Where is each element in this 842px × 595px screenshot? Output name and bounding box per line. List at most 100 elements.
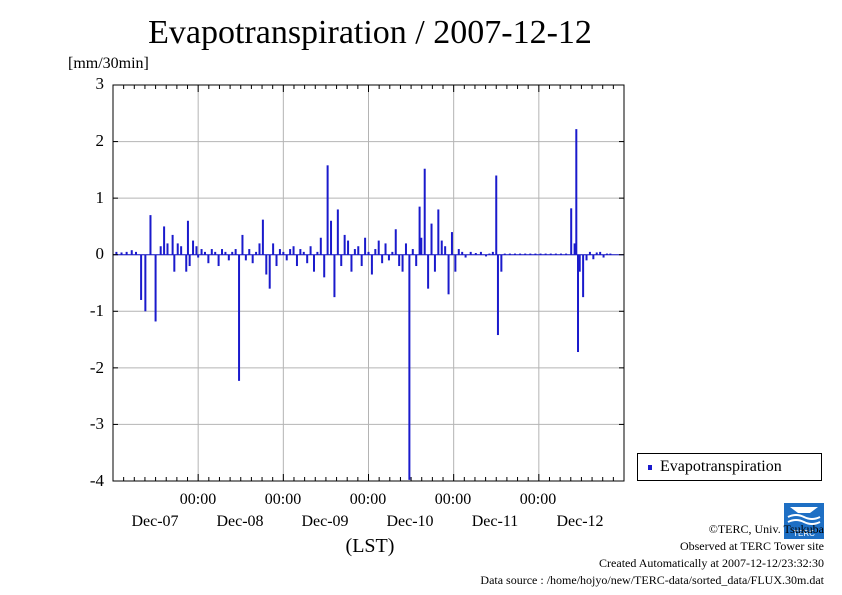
data-bar	[285, 254, 288, 261]
data-bar	[534, 253, 537, 255]
data-bar	[524, 253, 527, 255]
data-bar	[578, 254, 581, 272]
data-bar	[450, 232, 453, 255]
data-bar	[495, 175, 498, 255]
credit-line: Data source : /home/hojyo/new/TERC-data/…	[480, 573, 824, 587]
data-bar	[278, 249, 281, 255]
x-date-label: Dec-10	[386, 513, 434, 530]
data-bar	[544, 253, 547, 255]
data-bar	[134, 251, 137, 255]
data-bar	[418, 206, 421, 255]
data-bar	[384, 243, 387, 255]
x-date-label: Dec-08	[216, 513, 264, 530]
data-bar	[302, 251, 305, 255]
data-bar	[295, 254, 298, 267]
data-bar	[221, 249, 224, 255]
data-bar	[364, 237, 367, 255]
data-bar	[330, 220, 333, 255]
data-bar	[244, 254, 247, 261]
data-bar	[357, 246, 360, 255]
data-bar	[592, 254, 595, 260]
data-bar	[370, 254, 373, 275]
data-bar	[203, 251, 206, 255]
data-bar	[180, 246, 183, 255]
data-bar	[575, 129, 578, 255]
data-bar	[457, 249, 460, 255]
data-bar	[559, 253, 562, 255]
data-bar	[238, 254, 241, 381]
data-bar	[312, 254, 315, 272]
data-bar	[420, 237, 423, 255]
data-bar	[261, 219, 264, 255]
data-bar	[224, 251, 227, 255]
data-bar	[474, 253, 477, 255]
terc-logo: TERC	[784, 503, 824, 539]
data-bar	[588, 251, 591, 255]
data-bar	[573, 243, 576, 255]
data-bar	[272, 243, 275, 255]
data-bar	[360, 254, 363, 267]
data-bar	[437, 209, 440, 255]
data-bar	[154, 254, 157, 322]
data-bar	[500, 254, 503, 272]
data-bar	[149, 215, 152, 255]
data-bar	[185, 254, 188, 272]
data-bar	[323, 254, 326, 278]
data-bar	[609, 253, 612, 255]
data-bar	[602, 254, 605, 258]
x-time-label: 00:00	[349, 491, 387, 508]
data-bar	[582, 254, 585, 298]
data-bar	[130, 250, 133, 255]
data-bar	[444, 246, 447, 255]
legend: Evapotranspiration	[637, 453, 822, 481]
data-bar	[447, 254, 450, 295]
data-bar	[171, 234, 174, 255]
data-bar	[508, 253, 511, 255]
data-bar	[554, 253, 557, 255]
data-bar	[188, 254, 191, 267]
data-bar	[210, 249, 213, 255]
y-tick-label: 0	[95, 244, 105, 263]
data-bar	[549, 253, 552, 255]
data-bar	[231, 251, 234, 255]
x-date-label: Dec-09	[301, 513, 349, 530]
data-bar	[343, 234, 346, 255]
data-bar	[605, 253, 608, 255]
y-tick-label: 2	[95, 131, 105, 150]
data-bar	[333, 254, 336, 298]
data-bar	[570, 208, 573, 255]
data-bar	[251, 254, 254, 264]
data-bar	[519, 253, 522, 255]
data-bar	[207, 254, 210, 264]
data-bar	[166, 243, 169, 255]
data-bar	[306, 254, 309, 264]
x-time-label: 00:00	[434, 491, 472, 508]
data-bar	[217, 254, 220, 267]
data-bar	[503, 253, 506, 255]
data-bar	[433, 254, 436, 272]
data-bar	[398, 254, 401, 267]
data-bar	[469, 251, 472, 255]
data-bar	[454, 254, 457, 272]
data-bar	[577, 254, 580, 353]
data-bar	[381, 254, 384, 264]
credit-line: ©TERC, Univ. Tsukuba	[708, 522, 824, 536]
data-bar	[529, 253, 532, 255]
data-bar	[234, 249, 237, 255]
data-bar	[423, 168, 426, 255]
x-axis-label: (LST)	[345, 535, 395, 557]
data-bar	[125, 251, 128, 255]
data-bar	[197, 254, 200, 258]
x-time-label: 00:00	[264, 491, 302, 508]
y-tick-label: 1	[95, 188, 105, 207]
data-bar	[430, 223, 433, 255]
data-bar	[195, 246, 198, 255]
x-date-label: Dec-11	[471, 513, 519, 530]
data-bar	[186, 220, 189, 255]
data-bar	[176, 243, 179, 255]
data-bar	[159, 246, 162, 255]
data-bar	[387, 254, 390, 261]
y-axis-unit: [mm/30min]	[68, 55, 149, 72]
data-bar	[565, 253, 568, 255]
